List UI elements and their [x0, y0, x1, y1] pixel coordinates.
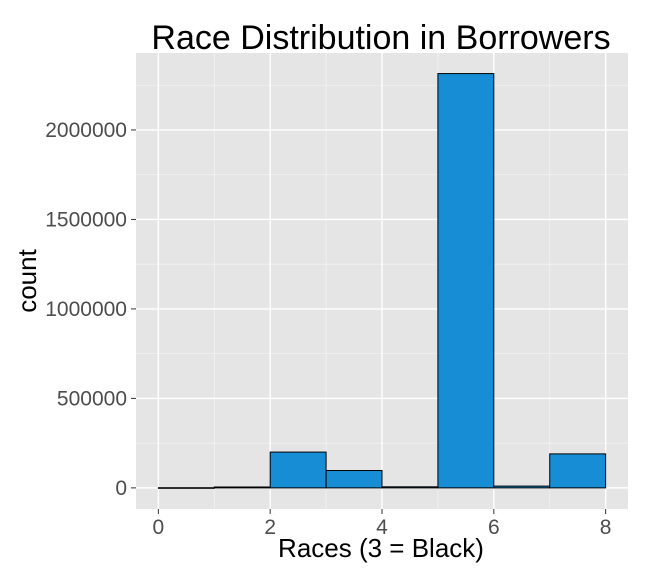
x-axis-ticks: 0 2 4 6 8: [153, 509, 612, 539]
histogram-bar: [213, 486, 271, 489]
y-tick-label: 500000: [57, 387, 127, 410]
histogram-bar: [549, 453, 607, 489]
x-tick-label: 2: [264, 516, 276, 539]
x-axis-title: Races (3 = Black): [278, 533, 484, 563]
histogram-bar: [325, 470, 383, 489]
y-tick-label: 1000000: [45, 298, 127, 321]
chart-title: Race Distribution in Borrowers: [151, 19, 610, 57]
x-tick-label: 0: [153, 516, 165, 539]
x-tick-label: 6: [488, 516, 500, 539]
histogram-bar: [493, 485, 551, 489]
x-tick-label: 8: [600, 516, 612, 539]
histogram-bar: [437, 73, 495, 489]
y-axis-title: count: [12, 248, 42, 312]
y-tick-label: 0: [115, 477, 127, 500]
y-axis-ticks: 0 500000 1000000 1500000 2000000: [45, 119, 136, 500]
histogram-bar: [381, 486, 439, 489]
histogram-bar: [157, 487, 215, 489]
y-tick-label: 2000000: [45, 119, 127, 142]
histogram-bars: [157, 73, 607, 489]
histogram-bar: [269, 451, 327, 489]
y-tick-label: 1500000: [45, 208, 127, 231]
x-tick-label: 4: [376, 516, 388, 539]
